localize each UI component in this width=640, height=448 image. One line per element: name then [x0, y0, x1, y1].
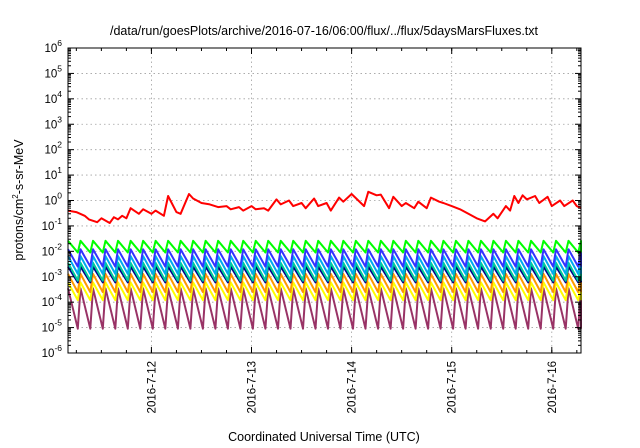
series-line [67, 272, 582, 294]
axis-ticks: 10-6 10-5 10-4 10-3 10-2 10-1 100 101 102 103 104 1… [42, 38, 581, 413]
y-axis-label-base: protons/cm [12, 199, 26, 261]
x-tick-label: 2016-7-15 [447, 361, 459, 413]
y-tick-label: 106 [44, 38, 62, 55]
x-tick-label: 2016-7-14 [347, 360, 359, 413]
y-tick-label: 101 [44, 165, 62, 182]
y-tick-label: 105 [44, 63, 62, 80]
x-tick-label: 2016-7-12 [146, 361, 158, 413]
y-tick-label: 10-3 [42, 267, 63, 284]
y-tick-label: 10-2 [42, 241, 63, 258]
y-axis-label: protons/cm2-s-sr-MeV [11, 139, 26, 261]
x-axis-label: Coordinated Universal Time (UTC) [228, 430, 420, 444]
y-tick-label: 10-1 [42, 216, 63, 233]
series-line [67, 287, 582, 330]
y-tick-label: 10-6 [42, 343, 63, 360]
series-line [67, 190, 582, 224]
x-tick-label: 2016-7-13 [247, 361, 259, 413]
series-line [67, 281, 582, 302]
series-line [67, 255, 582, 275]
y-tick-label: 103 [44, 114, 62, 131]
series-line [67, 261, 582, 282]
y-tick-label: 104 [44, 89, 62, 106]
y-tick-label: 100 [44, 191, 62, 208]
y-tick-label: 10-5 [42, 318, 63, 335]
series-group [67, 190, 582, 330]
y-axis-label-rest: -s-sr-MeV [12, 139, 26, 195]
y-tick-label: 10-4 [42, 292, 63, 309]
series-line [67, 248, 582, 268]
chart-title: /data/run/goesPlots/archive/2016-07-16/0… [110, 24, 539, 38]
y-tick-label: 102 [44, 140, 62, 157]
y-axis-label-sup: 2 [11, 194, 20, 199]
series-line [67, 239, 582, 254]
x-tick-label: 2016-7-16 [547, 361, 559, 413]
